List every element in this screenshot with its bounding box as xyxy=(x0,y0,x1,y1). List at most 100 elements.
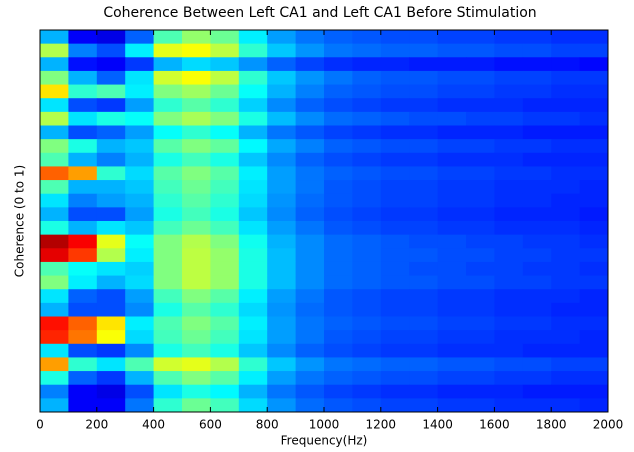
heatmap-cell xyxy=(352,111,382,126)
heatmap-cell xyxy=(437,357,467,372)
heatmap-cell xyxy=(494,139,524,154)
heatmap-cell xyxy=(267,371,297,386)
heatmap-cell xyxy=(380,125,410,140)
heatmap-cell xyxy=(125,302,155,317)
heatmap-cell xyxy=(466,125,495,140)
heatmap-cell xyxy=(579,371,609,386)
heatmap-cell xyxy=(125,30,155,45)
x-tick-label: 1400 xyxy=(422,418,453,432)
heatmap-cell xyxy=(437,166,467,181)
heatmap-cell xyxy=(267,43,297,58)
heatmap-cell xyxy=(295,343,325,358)
heatmap-cell xyxy=(380,30,410,45)
heatmap-cell xyxy=(466,357,495,372)
heatmap-cell xyxy=(324,289,353,304)
heatmap-cell xyxy=(295,193,325,208)
heatmap-cell xyxy=(352,384,382,399)
heatmap-cell xyxy=(409,166,439,181)
heatmap-cell xyxy=(494,30,524,45)
heatmap-cell xyxy=(352,98,382,113)
heatmap-cell xyxy=(153,398,183,413)
heatmap-cell xyxy=(68,152,98,167)
heatmap-cell xyxy=(494,207,524,222)
heatmap-cell xyxy=(522,398,552,413)
heatmap-cell xyxy=(153,248,183,263)
heatmap-cell xyxy=(153,371,183,386)
heatmap-cell xyxy=(153,98,183,113)
heatmap-cell xyxy=(40,261,69,277)
heatmap-cell xyxy=(551,289,581,304)
x-tick-label: 1200 xyxy=(366,418,397,432)
heatmap-cell xyxy=(494,166,524,181)
heatmap-cell xyxy=(125,193,155,208)
heatmap-cell xyxy=(295,125,325,140)
heatmap-cell xyxy=(125,234,155,249)
heatmap-cell xyxy=(68,275,98,290)
heatmap-cell xyxy=(437,248,467,263)
heatmap-cell xyxy=(579,57,609,72)
heatmap-cell xyxy=(437,125,467,140)
heatmap-cell xyxy=(466,43,495,58)
heatmap-cell xyxy=(125,316,155,331)
heatmap-cell xyxy=(267,357,297,372)
heatmap-cell xyxy=(380,152,410,167)
heatmap-cell xyxy=(295,221,325,236)
heatmap-cell xyxy=(267,275,297,290)
heatmap-cell xyxy=(522,357,552,372)
heatmap-cell xyxy=(153,84,183,99)
heatmap-cell xyxy=(238,221,268,236)
heatmap-cell xyxy=(153,193,183,208)
heatmap-cell xyxy=(295,139,325,154)
heatmap-cell xyxy=(295,261,325,277)
heatmap-cell xyxy=(409,193,439,208)
heatmap-cell xyxy=(466,384,495,399)
heatmap-cell xyxy=(40,30,69,45)
heatmap-cell xyxy=(324,57,353,72)
heatmap-cell xyxy=(494,125,524,140)
heatmap-cell xyxy=(494,330,524,345)
heatmap-cell xyxy=(40,125,69,140)
heatmap-cell xyxy=(238,193,268,208)
heatmap-cell xyxy=(494,57,524,72)
heatmap-cell xyxy=(579,139,609,154)
heatmap-cell xyxy=(267,70,297,86)
heatmap-cell xyxy=(409,330,439,345)
heatmap-cell xyxy=(494,84,524,99)
heatmap-cell xyxy=(68,193,98,208)
heatmap-cell xyxy=(182,248,211,263)
heatmap-cell xyxy=(182,30,211,45)
heatmap-cell xyxy=(494,343,524,358)
heatmap-cell xyxy=(466,221,495,236)
heatmap-cell xyxy=(579,289,609,304)
heatmap-cell xyxy=(182,70,211,86)
heatmap-cell xyxy=(466,70,495,86)
heatmap-cell xyxy=(125,221,155,236)
heatmap-cell xyxy=(551,398,581,413)
heatmap-cell xyxy=(380,302,410,317)
heatmap-cell xyxy=(522,207,552,222)
heatmap-cell xyxy=(210,384,240,399)
heatmap-cell xyxy=(267,316,297,331)
heatmap-cell xyxy=(153,43,183,58)
heatmap-cell xyxy=(409,221,439,236)
heatmap-cell xyxy=(68,98,98,113)
heatmap-cell xyxy=(153,70,183,86)
heatmap-cell xyxy=(579,343,609,358)
heatmap-cell xyxy=(295,302,325,317)
heatmap-cell xyxy=(153,152,183,167)
heatmap-cell xyxy=(551,384,581,399)
heatmap-cell xyxy=(153,302,183,317)
heatmap-cell xyxy=(551,207,581,222)
heatmap-cell xyxy=(267,330,297,345)
heatmap-cell xyxy=(551,125,581,140)
heatmap-cell xyxy=(210,275,240,290)
heatmap-cell xyxy=(466,84,495,99)
heatmap-cell xyxy=(68,84,98,99)
heatmap-cell xyxy=(210,193,240,208)
heatmap-cell xyxy=(466,302,495,317)
heatmap-cell xyxy=(295,111,325,126)
heatmap-cell xyxy=(210,70,240,86)
heatmap-cell xyxy=(522,275,552,290)
heatmap-cell xyxy=(40,234,69,249)
